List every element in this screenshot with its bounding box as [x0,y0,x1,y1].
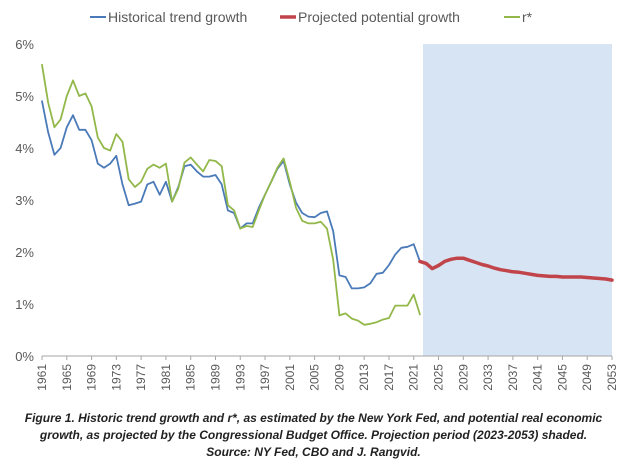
caption-line-1: Figure 1. Historic trend growth and r*, … [24,411,603,425]
x-tick-label: 1965 [60,364,74,391]
series-line-rstar [41,63,421,326]
x-tick-label: 1973 [109,364,123,391]
x-tick-label: 2001 [283,364,297,391]
series-line-historical [41,100,421,290]
y-tick-label: 6% [15,37,34,52]
x-tick-label: 2009 [332,364,346,391]
x-tick-label: 1981 [159,364,173,391]
x-tick-label: 2025 [432,364,446,391]
series-layer [41,63,614,326]
x-tick-label: 1993 [233,364,247,391]
x-tick-label: 2013 [357,364,371,391]
chart: 0% 1% 2% 3% 4% 5% 6% 1961 1965 1969 1973 1977 1981 19… [15,9,619,391]
legend: Historical trend growth Projected potenti… [90,9,533,25]
y-tick-label: 5% [15,89,34,104]
figure-caption: Figure 1. Historic trend growth and r*, … [0,410,627,461]
x-tick-label: 2017 [382,364,396,391]
x-tick-label: 2041 [531,364,545,391]
x-tick-label: 1969 [85,364,99,391]
x-tick-label: 1977 [134,364,148,391]
projection-period-shade [423,44,612,356]
legend-label-historical: Historical trend growth [108,9,247,25]
x-tick-label: 2053 [605,364,619,391]
x-tick-label: 2029 [456,364,470,391]
y-tick-label: 0% [15,349,34,364]
caption-line-3: Source: NY Fed, CBO and J. Rangvid. [206,445,421,459]
y-tick-label: 1% [15,297,34,312]
projection-shade-layer [423,44,612,356]
x-tick-label: 2037 [506,364,520,391]
series-line-projected [418,256,614,282]
x-tick-label: 2005 [308,364,322,391]
x-tick-label: 1997 [258,364,272,391]
x-tick-label: 2033 [481,364,495,391]
x-tick-label: 1989 [208,364,222,391]
y-tick-label: 3% [15,193,34,208]
y-tick-label: 4% [15,141,34,156]
x-tick-label: 2045 [555,364,569,391]
axes: 0% 1% 2% 3% 4% 5% 6% 1961 1965 1969 1973 1977 1981 19… [15,37,619,391]
x-tick-label: 2049 [580,364,594,391]
caption-line-2: growth, as projected by the Congressiona… [39,428,588,442]
legend-label-rstar: r* [522,9,533,25]
x-tick-label: 1961 [35,364,49,391]
legend-label-projected: Projected potential growth [298,9,460,25]
x-tick-label: 1985 [184,364,198,391]
y-tick-label: 2% [15,245,34,260]
x-tick-label: 2021 [407,364,421,391]
